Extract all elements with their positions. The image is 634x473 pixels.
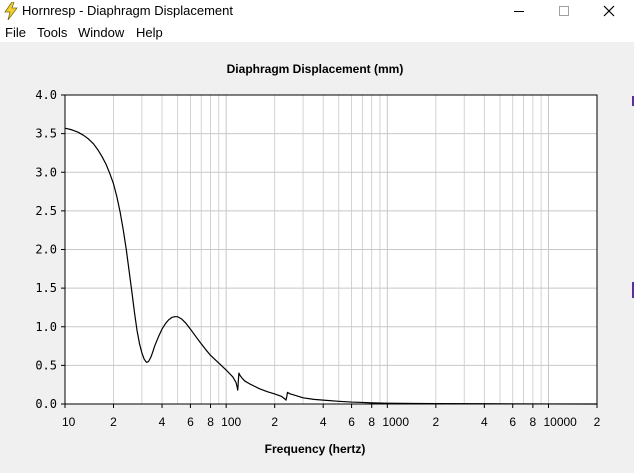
title-bar: Hornresp - Diaphragm Displacement (0, 0, 634, 22)
y-tick-label: 2.5 (35, 204, 57, 218)
x-axis-label: Frequency (hertz) (265, 442, 366, 456)
y-tick-label: 3.0 (35, 165, 57, 179)
x-tick-label: 6 (187, 415, 194, 429)
y-tick-label: 3.5 (35, 127, 57, 141)
window-title: Hornresp - Diaphragm Displacement (22, 3, 233, 18)
chart-title: Diaphragm Displacement (mm) (227, 62, 404, 76)
x-tick-label: 100 (221, 415, 241, 429)
maximize-button[interactable] (541, 0, 587, 22)
close-button[interactable] (586, 0, 632, 22)
y-tick-label: 4.0 (35, 88, 57, 102)
x-tick-label: 1000 (382, 415, 409, 429)
y-tick-label: 0.5 (35, 358, 57, 372)
series-line (64, 127, 598, 405)
close-icon (603, 5, 615, 17)
x-tick-label: 8 (207, 415, 214, 429)
window-edge-accent (632, 282, 634, 298)
x-tick-label: 4 (320, 415, 327, 429)
x-tick-label: 8 (530, 415, 537, 429)
x-tick-label: 6 (348, 415, 355, 429)
x-tick-label: 10000 (543, 415, 577, 429)
y-tick-label: 0.0 (35, 397, 57, 411)
y-tick-label: 2.0 (35, 243, 57, 257)
menu-help[interactable]: Help (136, 25, 163, 40)
menu-window[interactable]: Window (78, 25, 125, 40)
displacement-chart: Diaphragm Displacement (mm) 0.0 0.5 1.0 1.5… (35, 62, 601, 456)
menu-file[interactable]: File (5, 25, 26, 40)
x-tick-label: 2 (271, 415, 278, 429)
x-tick-label: 4 (481, 415, 488, 429)
window-edge-accent (632, 96, 634, 106)
x-tick-label: 2 (432, 415, 439, 429)
x-tick-label: 2 (110, 415, 117, 429)
lightning-bolt-icon (4, 2, 18, 20)
x-tick-label: 2 (594, 415, 601, 429)
y-tick-label: 1.0 (35, 320, 57, 334)
x-axis: 10 2 4 6 8 100 2 4 6 8 1000 2 4 6 8 10000 2 (62, 404, 601, 429)
grid (65, 95, 598, 404)
minimize-icon (514, 11, 524, 12)
x-tick-label: 6 (509, 415, 516, 429)
x-tick-label: 8 (368, 415, 375, 429)
menu-tools[interactable]: Tools (37, 25, 68, 40)
y-tick-label: 1.5 (35, 281, 57, 295)
maximize-icon (559, 6, 569, 16)
minimize-button[interactable] (496, 0, 542, 22)
y-axis: 0.0 0.5 1.0 1.5 2.0 2.5 3.0 3.5 4.0 (35, 88, 65, 411)
menu-bar: File Tools Window Help (0, 22, 634, 42)
x-tick-label: 4 (159, 415, 166, 429)
series-group (64, 127, 598, 405)
x-tick-label: 10 (62, 415, 76, 429)
